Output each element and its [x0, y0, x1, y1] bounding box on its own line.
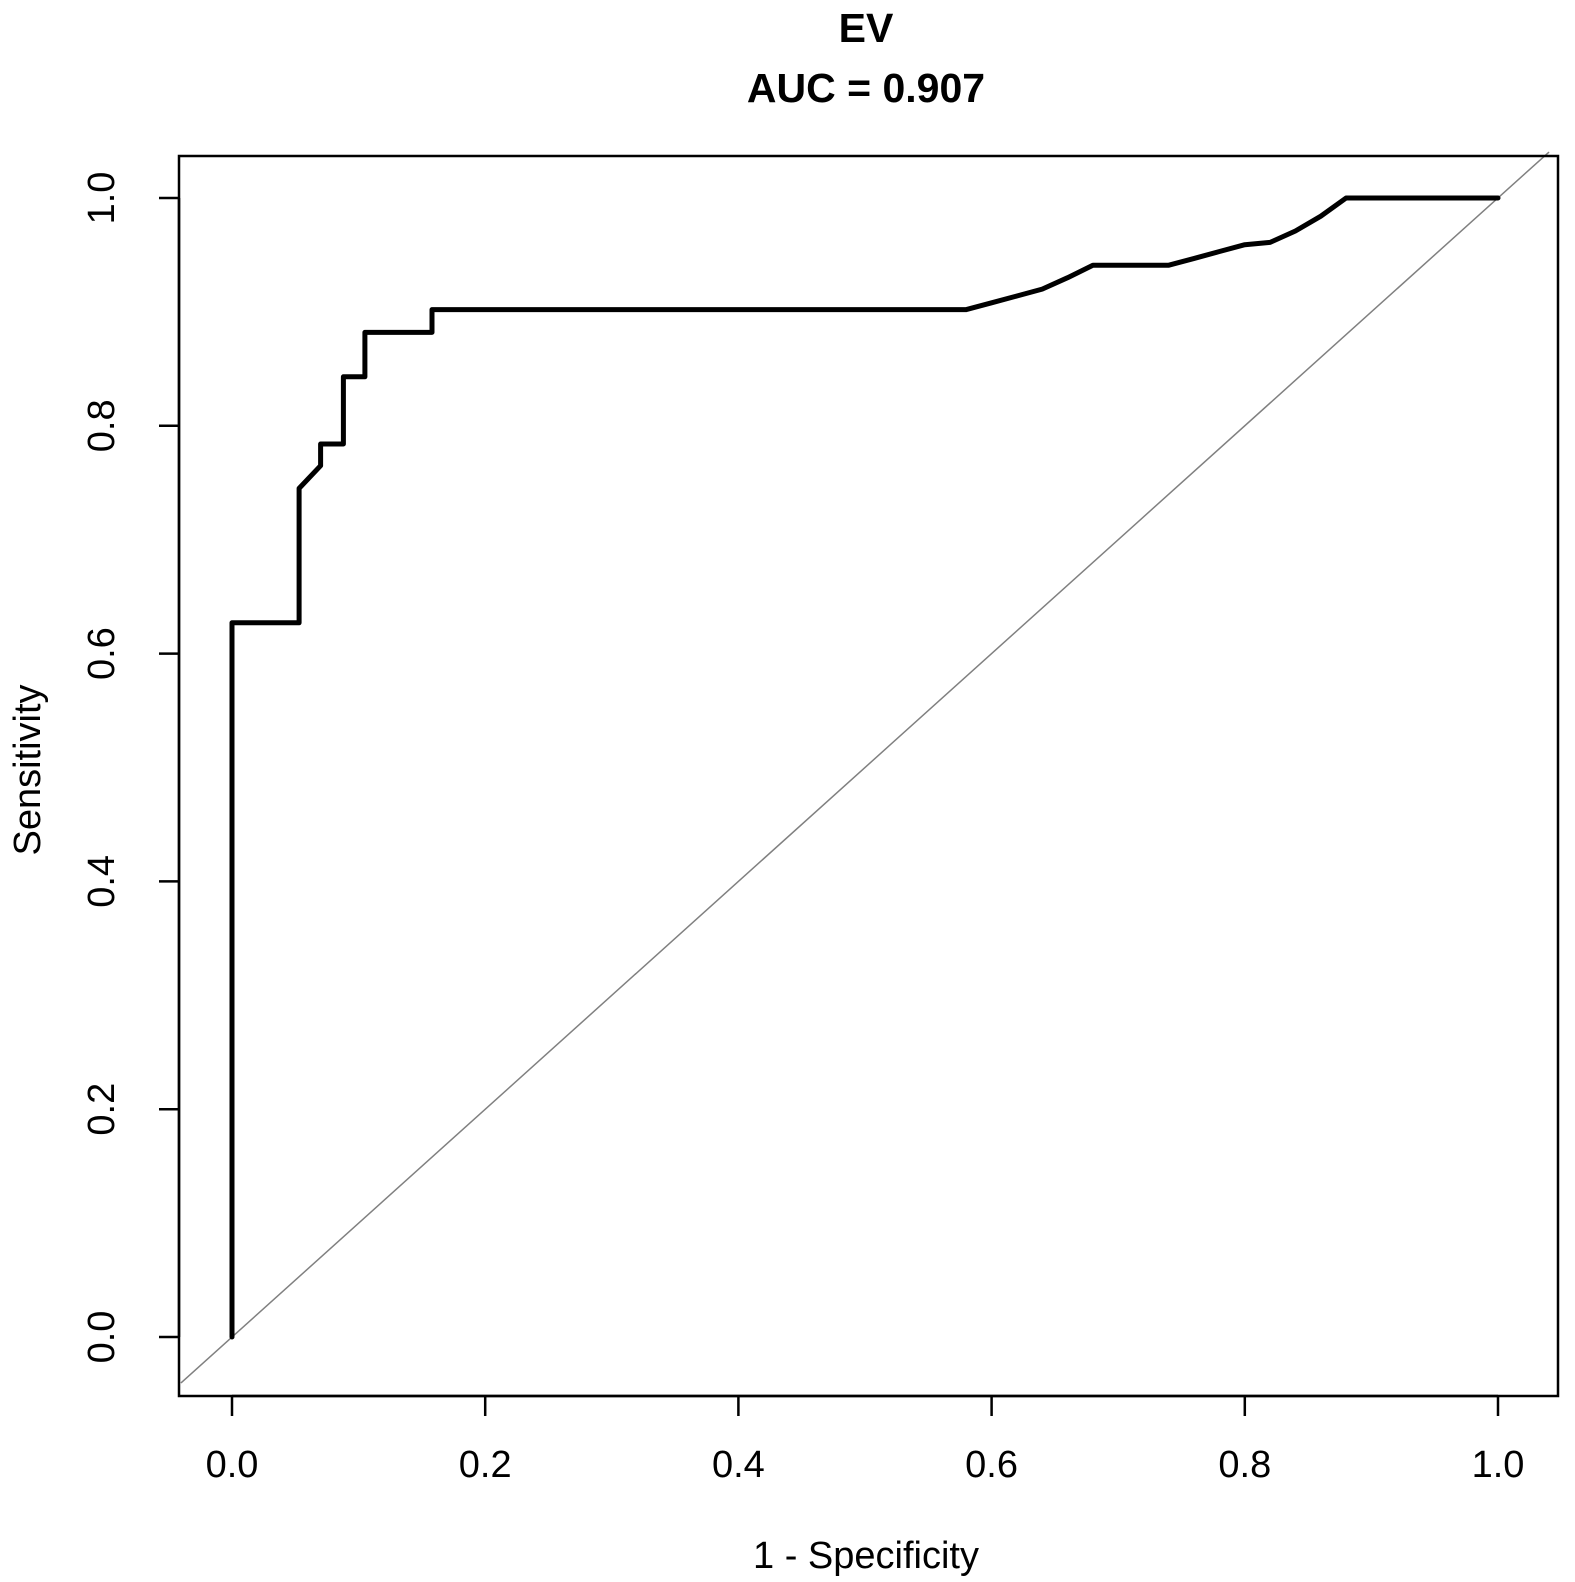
chart-subtitle: AUC = 0.907: [747, 65, 985, 111]
x-axis-label: 1 - Specificity: [753, 1535, 979, 1577]
y-tick-label: 0.2: [81, 1083, 123, 1136]
reference-diagonal-layer: [180, 151, 1550, 1384]
plot-frame: [177, 154, 1560, 1398]
y-tick-label: 1.0: [81, 172, 123, 225]
x-tick-label: 0.4: [712, 1444, 765, 1486]
y-tick-label: 0.4: [81, 855, 123, 908]
roc-curve: [229, 195, 1501, 1340]
x-tick-label: 0.2: [459, 1444, 512, 1486]
y-tick-label: 0.8: [81, 399, 123, 452]
x-tick-label: 0.8: [1218, 1444, 1271, 1486]
x-tick-label: 0.6: [965, 1444, 1018, 1486]
y-axis-label: Sensitivity: [7, 684, 49, 855]
y-tick-label: 0.6: [81, 627, 123, 680]
x-axis: 0.0 0.2 0.4 0.6 0.8 1.0: [206, 1394, 1525, 1486]
roc-curve-layer: [229, 195, 1501, 1340]
chart-title: EV: [839, 5, 894, 51]
reference-diagonal: [180, 151, 1550, 1384]
y-axis: 0.0 0.2 0.4 0.6 0.8 1.0: [81, 172, 181, 1364]
x-tick-label: 1.0: [1472, 1444, 1525, 1486]
x-tick-label: 0.0: [206, 1444, 259, 1486]
y-tick-label: 0.0: [81, 1311, 123, 1364]
